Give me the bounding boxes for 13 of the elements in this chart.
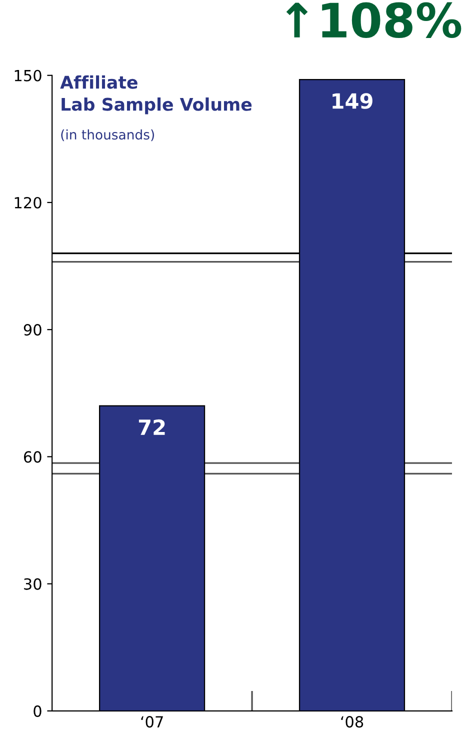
y-tick-label: 60 bbox=[24, 451, 42, 463]
text: ↑108% bbox=[286, 2, 462, 38]
y-tick-label: 30 bbox=[24, 578, 42, 590]
data-label: 72 bbox=[138, 419, 165, 435]
x-tick-label: ‘07 bbox=[141, 716, 163, 728]
y-tick-label: 150 bbox=[14, 70, 42, 82]
y-tick-label: 120 bbox=[14, 196, 42, 209]
text: Affiliate Lab Sample Volume bbox=[60, 75, 252, 114]
y-tick-label: 0 bbox=[34, 705, 42, 717]
x-tick-label: ‘08 bbox=[341, 716, 364, 728]
data-label: 149 bbox=[332, 93, 372, 109]
text: (in thousands) bbox=[61, 129, 154, 142]
y-tick-label: 90 bbox=[24, 324, 42, 336]
